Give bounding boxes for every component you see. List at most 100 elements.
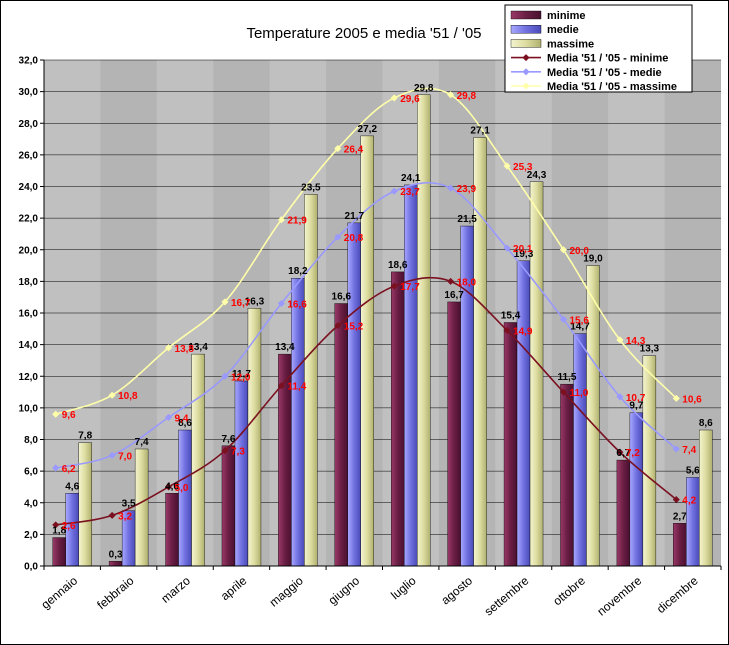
bar-massime: [191, 353, 205, 567]
line-value-label: 4,2: [682, 496, 696, 507]
line-value-label: 21,9: [287, 216, 307, 227]
line-point: [334, 322, 342, 330]
bar-medie: [686, 477, 700, 567]
line-value-label: 29,8: [457, 91, 477, 102]
line-point: [616, 393, 624, 401]
bar-minime: [447, 301, 461, 567]
bar-minime: [334, 303, 348, 567]
x-tick-label: luglio: [388, 573, 419, 602]
line-point: [52, 410, 60, 418]
line-point: [165, 413, 173, 421]
x-tick-label: gennaio: [38, 573, 80, 611]
bar-value-label: 13,3: [640, 344, 660, 355]
line-point: [108, 391, 116, 399]
x-tick-label: novembre: [594, 573, 644, 618]
bar-value-label: 2,7: [673, 511, 687, 522]
y-tick-label: 14,0: [19, 340, 39, 351]
line-value-label: 12,0: [231, 372, 251, 383]
bar-value-label: 4,6: [65, 481, 79, 492]
line-point: [503, 326, 511, 334]
legend-box: [504, 4, 693, 93]
y-tick-label: 0,0: [24, 562, 38, 573]
line-point: [165, 483, 173, 491]
line-value-label: 17,7: [400, 282, 420, 293]
legend-marker: [522, 82, 530, 90]
bar-minime: [673, 523, 687, 567]
line-point: [334, 145, 342, 153]
y-tick-label: 26,0: [19, 150, 39, 161]
bar-minime: [616, 459, 631, 567]
bars: [52, 94, 713, 567]
bar-massime: [529, 181, 544, 567]
y-tick-label: 4,0: [24, 498, 38, 509]
y-tick-label: 12,0: [19, 372, 39, 383]
bar-value-label: 8,6: [699, 418, 713, 429]
line-point: [447, 277, 455, 285]
line-value-label: 3,2: [118, 511, 132, 522]
line-value-label: 10,8: [118, 391, 138, 402]
bar-value-label: 29,8: [414, 83, 434, 94]
legend-label: massime: [547, 38, 594, 50]
x-tick-label: marzo: [158, 573, 193, 605]
bar-value-label: 14,7: [570, 322, 590, 333]
line-point: [221, 447, 229, 455]
line-point: [503, 244, 511, 252]
legend-swatch: [510, 10, 542, 20]
line-point: [52, 521, 60, 529]
y-tick-label: 16,0: [19, 309, 39, 320]
y-tick-label: 22,0: [19, 214, 39, 225]
bar-minime: [108, 561, 123, 567]
bar-minime: [560, 383, 574, 567]
line-value-label: 7,2: [626, 448, 640, 459]
legend-label: medie: [547, 24, 579, 36]
legend-label: minime: [547, 10, 586, 22]
line-point: [447, 91, 455, 99]
bar-value-label: 1,8: [52, 526, 66, 537]
bar-medie: [404, 184, 418, 567]
bar-medie: [573, 333, 587, 567]
line-point: [616, 336, 624, 344]
x-tick-label: settembre: [482, 573, 532, 618]
bar-massime: [134, 448, 149, 567]
y-tick-label: 24,0: [19, 182, 39, 193]
bar-massime: [642, 355, 657, 567]
legend-marker: [522, 68, 530, 76]
line-point: [108, 451, 116, 459]
line-point: [277, 216, 285, 224]
bar-value-label: 11,5: [557, 372, 576, 383]
y-tick-label: 32,0: [19, 56, 39, 67]
bar-value-label: 19,3: [514, 249, 534, 260]
line-value-label: 16,7: [231, 298, 251, 309]
line-point: [447, 184, 455, 192]
bar-value-label: 13,4: [275, 342, 295, 353]
bar-value-label: 4,6: [165, 481, 179, 492]
y-tick-label: 20,0: [19, 245, 39, 256]
line-point: [221, 298, 229, 306]
bar-value-label: 16,6: [332, 292, 352, 303]
bar-value-label: 16,7: [444, 290, 464, 301]
line-value-label: 18,0: [457, 277, 477, 288]
x-tick-label: maggio: [267, 573, 306, 609]
line-value-label: 29,6: [400, 94, 420, 105]
bar-value-label: 8,6: [178, 418, 192, 429]
bar-massime: [304, 194, 318, 567]
bar-value-label: 7,6: [222, 434, 236, 445]
x-tick-label: giugno: [326, 573, 363, 607]
line-point: [277, 299, 285, 308]
line-point: [277, 382, 285, 390]
line-value-label: 2,6: [62, 521, 76, 532]
bar-medie: [178, 429, 192, 567]
legend-label: Media '51 / '05 - minime: [547, 53, 668, 65]
bar-value-label: 7,4: [135, 437, 149, 448]
bar-value-label: 3,5: [122, 499, 136, 510]
line-value-label: 14,9: [513, 326, 533, 337]
line-point: [616, 448, 624, 456]
y-tick-label: 30,0: [19, 87, 39, 98]
bar-massime: [699, 429, 713, 567]
bar-value-label: 21,7: [345, 211, 365, 222]
bar-medie: [347, 222, 361, 567]
line-value-label: 14,3: [626, 336, 646, 347]
line-point: [559, 246, 567, 254]
bar-value-label: 27,1: [470, 125, 490, 136]
line-value-label: 25,3: [513, 162, 533, 173]
